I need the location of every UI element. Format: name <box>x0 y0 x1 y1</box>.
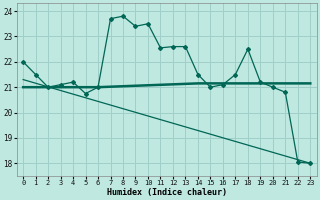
X-axis label: Humidex (Indice chaleur): Humidex (Indice chaleur) <box>107 188 227 197</box>
